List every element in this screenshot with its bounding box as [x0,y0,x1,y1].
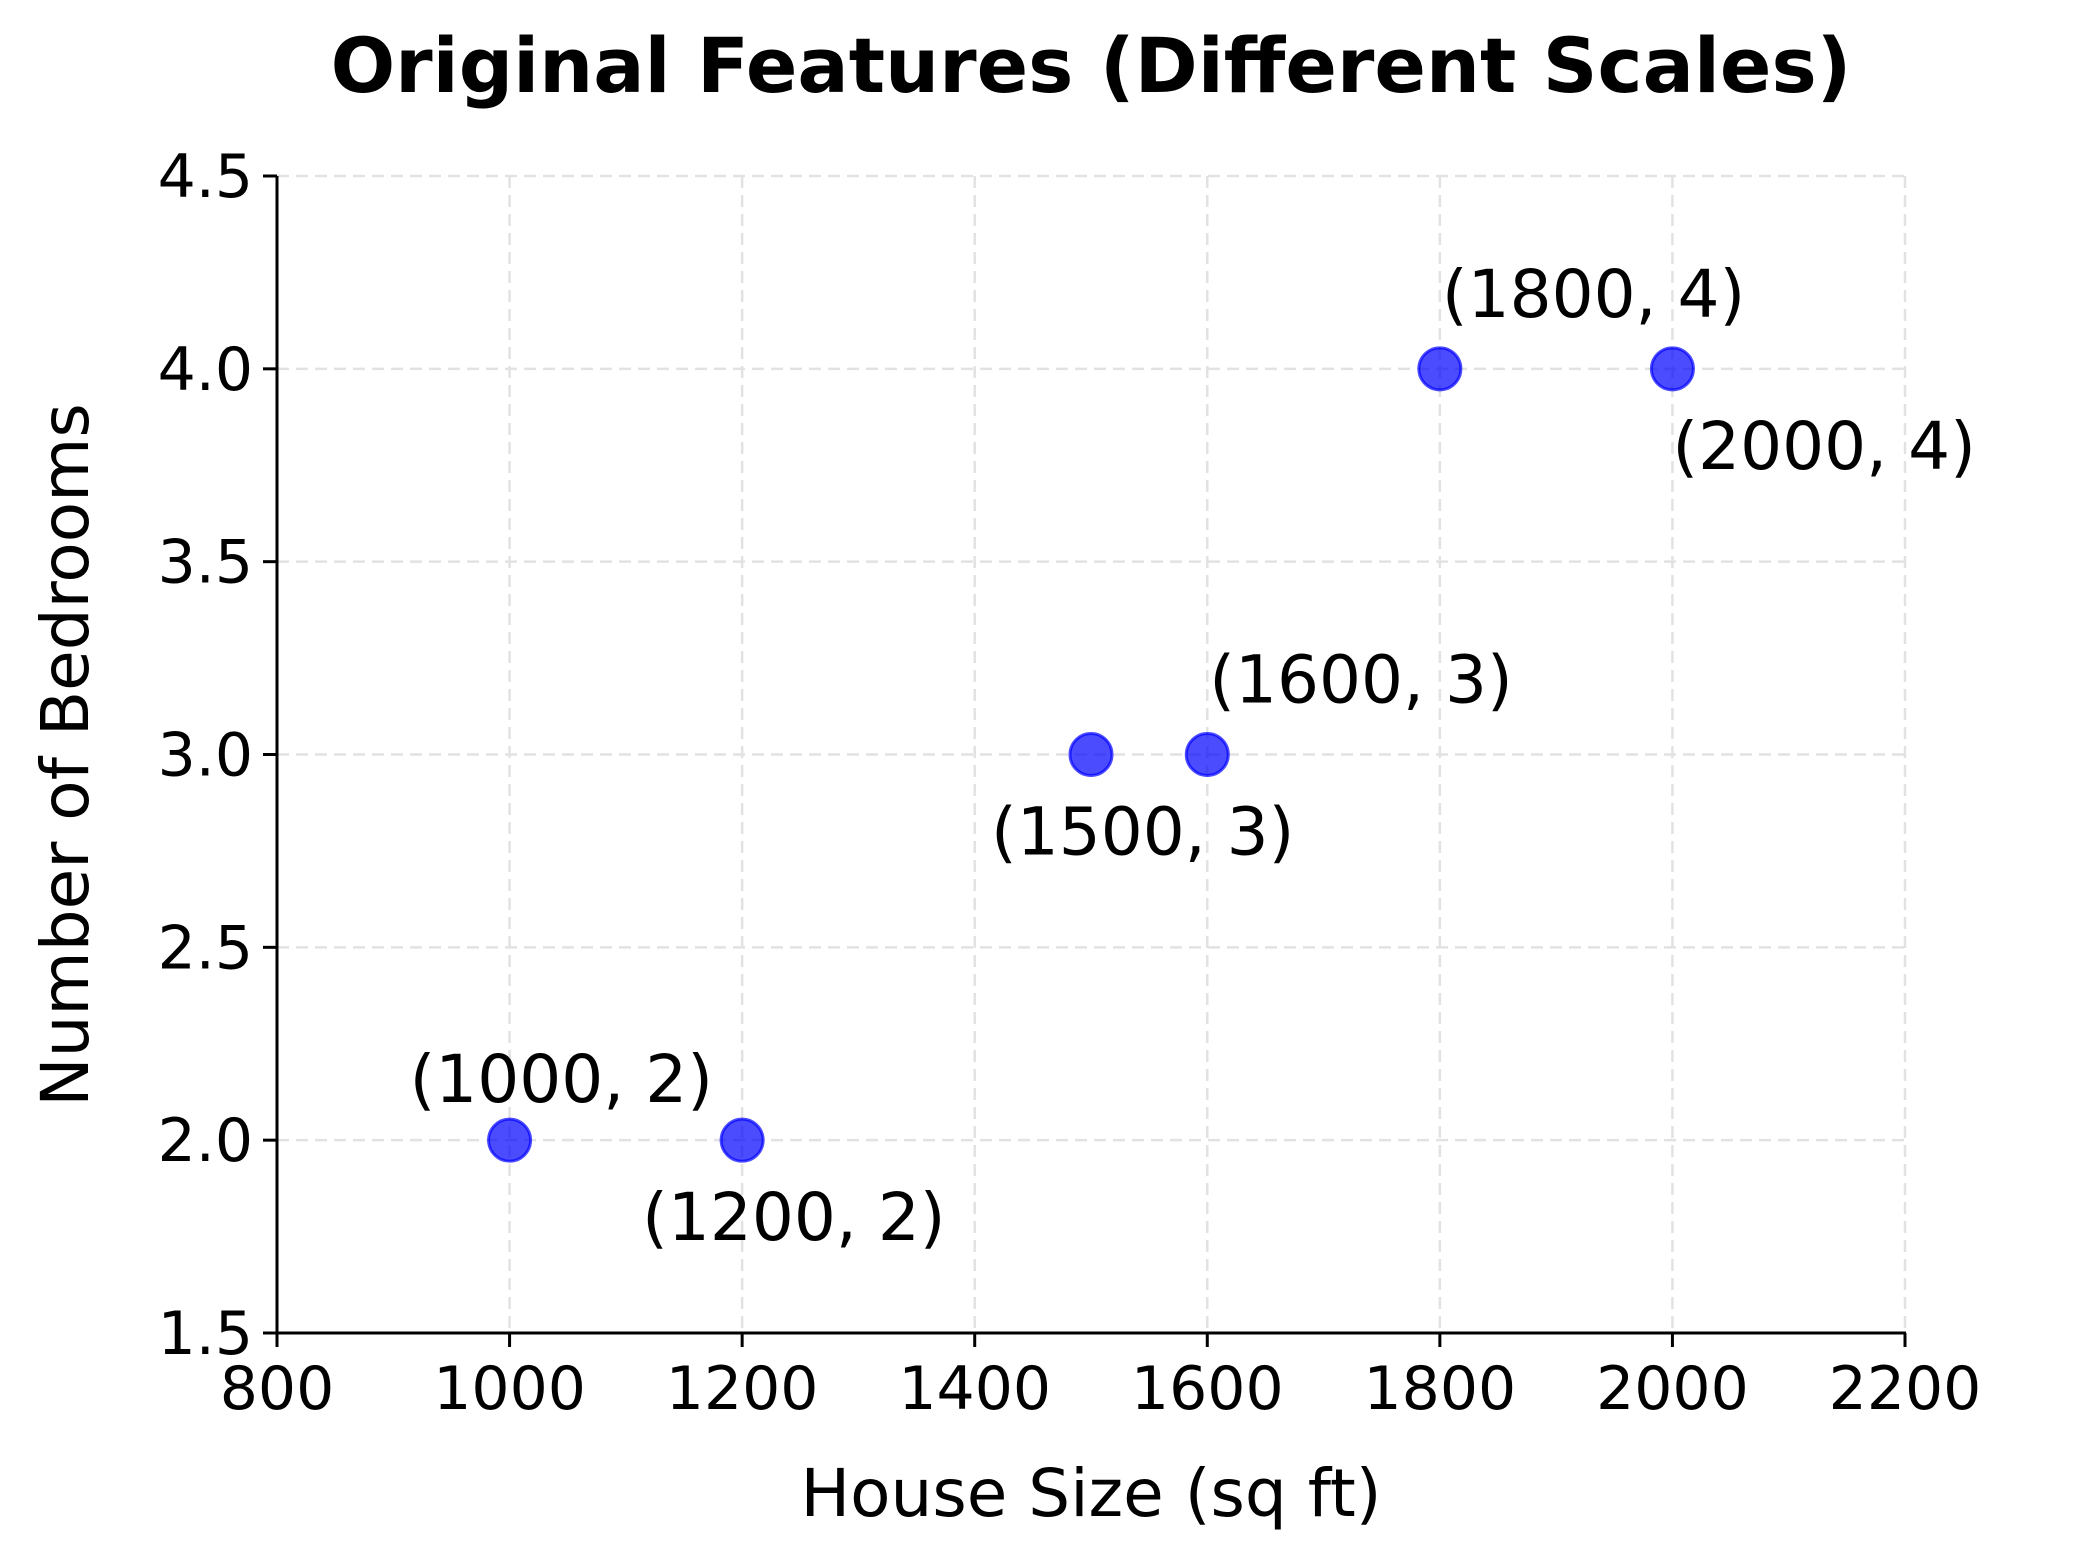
y-tick-label: 3.0 [158,721,253,791]
data-points [487,346,1695,1163]
y-tick-label: 4.5 [158,142,253,212]
x-axis-label: House Size (sq ft) [801,1455,1382,1532]
x-tick-label: 1800 [1364,1354,1517,1424]
point-annotation: (1800, 4) [1442,256,1745,333]
data-point [1649,346,1695,392]
point-annotation: (1500, 3) [991,794,1294,871]
y-tick-label: 2.0 [158,1106,253,1176]
y-tick-label: 3.5 [158,528,253,598]
y-axis-label: Number of Bedrooms [27,403,104,1107]
data-point [487,1117,533,1163]
x-tick-label: 1000 [433,1354,586,1424]
x-axis-ticks: 800 1000 1200 1400 1600 1800 2000 2200 [220,1333,1982,1424]
x-tick-label: 2200 [1829,1354,1982,1424]
x-tick-label: 1200 [666,1354,819,1424]
chart-title: Original Features (Different Scales) [331,21,1852,110]
x-tick-label: 2000 [1596,1354,1749,1424]
y-tick-label: 4.0 [158,335,253,405]
point-annotation: (1200, 2) [642,1179,945,1256]
point-annotation: (2000, 4) [1672,408,1975,485]
point-annotation: (1600, 3) [1209,642,1512,719]
data-point [719,1117,765,1163]
x-tick-label: 1600 [1131,1354,1284,1424]
point-annotation: (1000, 2) [410,1041,713,1118]
data-point [1068,732,1114,777]
gridlines [277,174,1907,1333]
data-point [1417,346,1463,392]
point-annotations: (1000, 2) (1200, 2) (1500, 3) (1600, 3) (180… [410,256,1976,1256]
data-point [1184,732,1230,777]
x-tick-label: 1400 [898,1354,1051,1424]
y-axis-ticks: 1.5 2.0 2.5 3.0 3.5 4.0 4.5 [158,142,277,1369]
y-tick-label: 2.5 [158,913,253,983]
x-tick-label: 800 [220,1354,335,1424]
y-tick-label: 1.5 [158,1299,253,1369]
